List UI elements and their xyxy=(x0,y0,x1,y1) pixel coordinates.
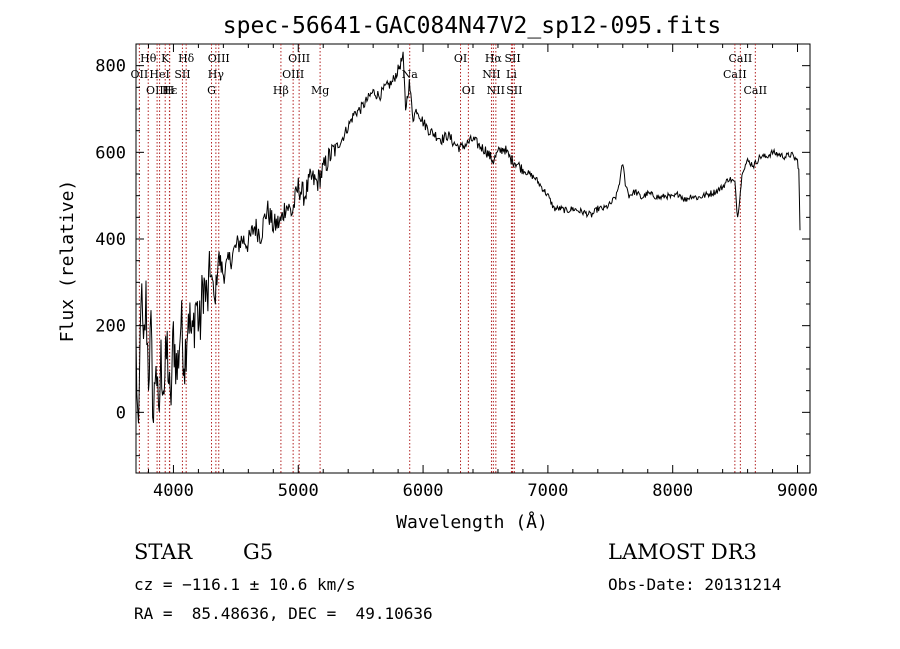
line-label-Hgamma: Hγ xyxy=(208,68,225,81)
line-label-K: K xyxy=(161,52,170,65)
line-label-OIII_4363: OIII xyxy=(208,52,230,65)
x-tick-label: 6000 xyxy=(403,481,444,501)
x-tick-label: 4000 xyxy=(153,481,194,501)
plot-frame xyxy=(135,43,811,474)
line-label-Na: Na xyxy=(402,68,419,81)
x-tick-label: 7000 xyxy=(527,481,568,501)
line-label-OI_6300: OI xyxy=(454,52,467,65)
line-markers-group xyxy=(138,44,756,473)
line-label-CaII_8542: CaII xyxy=(729,52,753,65)
x-axis: 4000 5000 6000 7000 8000 9000 xyxy=(147,44,818,501)
line-label-Li: Li xyxy=(506,68,517,81)
line-label-Mg: Mg xyxy=(311,84,329,97)
line-label-Hdelta: Hδ xyxy=(178,52,195,65)
line-label-SII_6717: SII xyxy=(504,52,520,65)
line-label-OII: OII xyxy=(131,68,149,81)
y-tick-label: 0 xyxy=(116,403,126,423)
line-label-OIII_4959: OIII xyxy=(282,68,304,81)
line-label-NII_6583: NII xyxy=(487,84,505,97)
y-tick-label: 200 xyxy=(95,317,126,337)
object-class: STAR xyxy=(134,540,193,564)
y-tick-label: 600 xyxy=(95,143,126,163)
survey-name: LAMOST DR3 xyxy=(608,540,757,564)
line-label-OIII_5007: OIII xyxy=(288,52,310,65)
y-tick-label: 400 xyxy=(95,230,126,250)
line-label-Hbeta: Hβ xyxy=(273,84,289,97)
line-label-NII_6548: NII xyxy=(482,68,500,81)
y-axis: 0 200 400 600 800 xyxy=(95,57,810,457)
y-axis-label: Flux (relative) xyxy=(57,180,78,343)
x-tick-label: 5000 xyxy=(278,481,319,501)
line-label-HeI: HeI xyxy=(149,68,169,81)
object-subclass: G5 xyxy=(243,540,274,564)
line-labels-group: OII Hθ OIII K HeI Hε SII H Hδ OIII Hγ G Hβ OIII OIII Mg… xyxy=(131,52,768,97)
line-label-Hepsilon: Hε xyxy=(162,84,178,97)
line-label-G: G xyxy=(207,84,216,97)
line-label-OI_6363: OI xyxy=(462,84,475,97)
line-label-SII_4072: SII xyxy=(174,68,190,81)
observation-date: Obs-Date: 20131214 xyxy=(608,575,782,594)
line-label-Htheta: Hθ xyxy=(140,52,157,65)
x-axis-label: Wavelength (Å) xyxy=(396,511,548,533)
x-tick-label: 8000 xyxy=(652,481,693,501)
spectrum-line xyxy=(135,51,801,424)
line-label-CaII_8662: CaII xyxy=(743,84,767,97)
y-tick-label: 800 xyxy=(95,57,126,77)
coordinates-readout: RA = 85.48636, DEC = 49.10636 xyxy=(134,604,433,623)
line-label-Halpha: Hα xyxy=(485,52,503,65)
x-tick-label: 9000 xyxy=(777,481,818,501)
line-label-CaII_8498: CaII xyxy=(723,68,747,81)
line-label-SII_6731: SII xyxy=(506,84,522,97)
velocity-readout: cz = −116.1 ± 10.6 km/s xyxy=(134,575,356,594)
line-label-OIII_3868: OIII xyxy=(146,84,168,97)
chart-title: spec-56641-GAC084N47V2_sp12-095.fits xyxy=(223,13,722,39)
line-label-H: H xyxy=(165,84,175,97)
